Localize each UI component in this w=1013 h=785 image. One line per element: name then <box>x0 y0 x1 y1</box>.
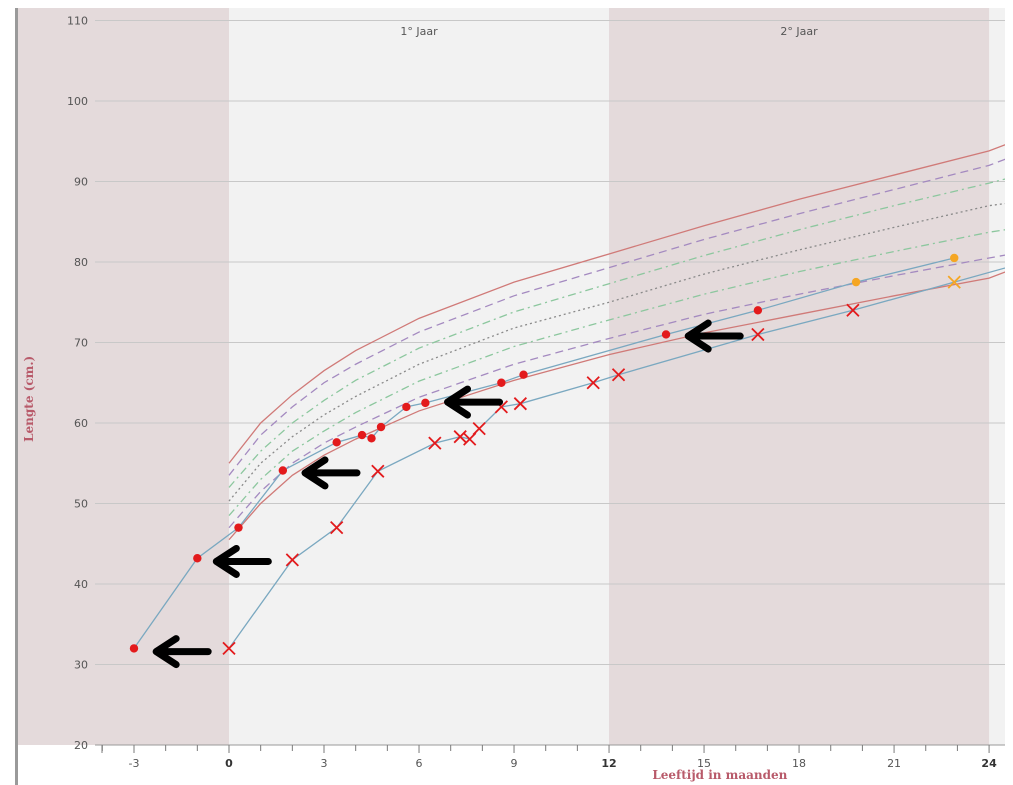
data-point-dot <box>193 554 202 563</box>
x-tick-label: 3 <box>321 757 328 770</box>
data-point-cross <box>428 436 442 450</box>
data-point-cross <box>611 368 626 382</box>
data-point-cross <box>472 421 486 436</box>
arrow-shape <box>444 385 504 419</box>
data-point-dot <box>753 306 763 315</box>
x-axis-title: Leeftijd in maanden <box>652 768 787 782</box>
data-point-dot <box>421 398 430 408</box>
band-label: 1° Jaar <box>400 25 438 38</box>
reference-curve <box>228 229 1005 517</box>
data-point-cross <box>222 641 236 656</box>
y-tick-label: 100 <box>67 95 88 108</box>
x-tick-label: 12 <box>601 757 616 770</box>
arrow-shape <box>684 319 744 353</box>
reference-curve <box>228 144 1005 464</box>
reference-curve <box>228 178 1005 488</box>
data-point-dot <box>278 466 288 475</box>
reference-curves <box>228 144 1005 541</box>
arrow-annotation <box>444 385 504 419</box>
arrow-shape <box>152 635 212 669</box>
arrow-annotation <box>152 635 212 669</box>
y-tick-label: 50 <box>74 498 88 511</box>
data-point-dot <box>950 253 959 263</box>
data-point-dot <box>402 402 411 412</box>
data-point-dot <box>234 523 243 532</box>
data-point-cross <box>751 327 765 342</box>
x-tick-label: 24 <box>981 757 997 770</box>
data-point-cross <box>947 275 961 289</box>
data-point-cross <box>330 521 344 535</box>
data-point-dot <box>519 370 528 379</box>
x-tick-label: 9 <box>511 757 518 770</box>
x-tick-label: -3 <box>129 757 140 770</box>
data-point-cross <box>513 397 528 411</box>
grid-layer <box>95 20 1005 746</box>
arrow-shape <box>301 456 361 490</box>
y-tick-label: 20 <box>74 739 88 752</box>
x-tick-label: 18 <box>792 757 806 770</box>
shaded-band <box>18 8 229 745</box>
series-lines <box>133 257 1005 649</box>
data-point-cross <box>371 464 385 478</box>
series-line <box>133 257 955 649</box>
data-point-dot <box>497 378 506 387</box>
arrow-shape <box>212 544 272 578</box>
y-tick-label: 40 <box>74 578 88 591</box>
reference-curve <box>228 271 1005 541</box>
data-point-dot <box>367 434 376 443</box>
reference-curve <box>228 158 1005 476</box>
y-tick-label: 80 <box>74 256 88 269</box>
data-point-dot <box>851 277 861 287</box>
arrow-annotation <box>684 319 744 353</box>
data-point-dot <box>129 644 139 653</box>
x-tick-label: 0 <box>225 757 233 770</box>
reference-curve <box>228 202 1005 502</box>
data-point-dot <box>332 438 341 447</box>
arrow-annotation <box>212 544 272 578</box>
data-point-cross <box>586 376 600 390</box>
y-tick-label: 30 <box>74 659 88 672</box>
data-point-dot <box>357 430 367 440</box>
band-label: 2° Jaar <box>780 25 818 38</box>
axes: 20 30 40 50 60 70 80 90 100 110 -3 0 3 6 9 12 15 18 21 24 Le… <box>22 15 1005 782</box>
y-axis-title: Lengte (cm.) <box>22 356 36 442</box>
x-tick-label: 6 <box>416 757 423 770</box>
x-tick-label: 21 <box>887 757 901 770</box>
series-line <box>228 267 1005 649</box>
y-tick-label: 90 <box>74 176 88 189</box>
y-tick-label: 110 <box>67 15 88 28</box>
arrow-annotation <box>301 456 361 490</box>
bands-layer: 1° Jaar 2° Jaar <box>18 8 1005 745</box>
data-point-cross <box>846 303 860 317</box>
y-tick-label: 70 <box>74 337 88 350</box>
data-point-dot <box>661 330 671 339</box>
arrow-annotations <box>152 319 744 669</box>
data-point-cross <box>285 553 299 567</box>
data-markers <box>129 253 961 656</box>
x-tick-label: 15 <box>697 757 711 770</box>
shaded-band <box>609 8 990 745</box>
left-border <box>15 8 18 785</box>
data-point-dot <box>376 422 386 432</box>
y-tick-label: 60 <box>74 417 88 430</box>
